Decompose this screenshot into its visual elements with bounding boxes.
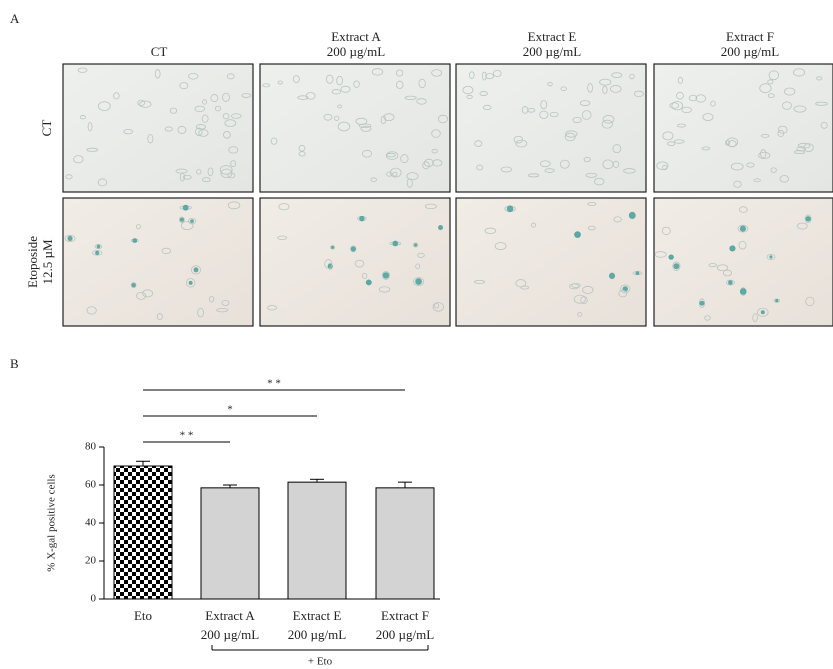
stained-cell — [574, 231, 581, 238]
significance-label: * * — [267, 378, 281, 390]
stained-cell — [415, 278, 422, 285]
row-label-group: Etoposide12.5 µM — [25, 236, 55, 288]
y-tick-label: 20 — [85, 555, 97, 567]
stained-cell — [351, 246, 356, 251]
stained-cell — [629, 212, 636, 219]
micrograph-bg — [260, 198, 450, 326]
stained-cell — [507, 206, 514, 213]
bar — [288, 482, 346, 599]
stained-cell — [132, 238, 137, 243]
stained-cell — [189, 281, 193, 285]
stained-cell — [194, 267, 199, 272]
stained-cell — [669, 255, 674, 260]
micrograph — [260, 64, 450, 192]
stained-cell — [761, 310, 765, 314]
x-tick-label: Extract E200 µg/mL — [288, 608, 346, 642]
y-tick-label: 40 — [85, 517, 97, 529]
micrograph-bg — [456, 198, 646, 326]
micrograph — [63, 198, 253, 326]
micrograph — [456, 64, 646, 192]
stained-cell — [383, 272, 389, 278]
y-axis-label: % X-gal positive cells — [46, 474, 58, 571]
row-label: Etoposide12.5 µM — [25, 236, 55, 288]
figure: A B CT Extract A200 µg/mL Extract E200 µg/… — [0, 0, 833, 669]
bar — [114, 466, 172, 599]
column-header: Extract E200 µg/mL — [523, 29, 581, 59]
panel-label: A — [10, 11, 20, 26]
micrograph-bg — [456, 64, 646, 192]
stained-cell — [729, 245, 735, 251]
stained-cell — [132, 283, 136, 287]
stained-cell — [95, 251, 99, 255]
bar — [201, 488, 259, 599]
y-tick-label: 60 — [85, 479, 97, 491]
micrograph-bg — [63, 64, 253, 192]
group-label: + Eto — [308, 656, 333, 668]
stained-cell — [769, 255, 772, 258]
row-label-group: CT — [39, 120, 54, 137]
micrograph-bg — [260, 64, 450, 192]
stained-cell — [438, 225, 443, 230]
y-tick-label: 80 — [85, 441, 97, 453]
stained-cell — [366, 280, 372, 286]
bar — [376, 488, 434, 599]
column-header: Extract A200 µg/mL — [327, 29, 385, 59]
x-tick-label: Extract F200 µg/mL — [376, 608, 434, 642]
x-tick-label: Extract A200 µg/mL — [201, 608, 259, 642]
column-header: CT — [151, 44, 168, 59]
stained-cell — [183, 205, 189, 211]
micrograph — [63, 64, 253, 192]
stained-cell — [392, 241, 398, 247]
y-tick-label: 0 — [91, 593, 97, 605]
stained-cell — [180, 218, 184, 222]
stained-cell — [331, 246, 334, 249]
stained-cell — [805, 216, 810, 221]
row-label: CT — [39, 120, 54, 137]
stained-cell — [609, 273, 615, 279]
micrograph — [654, 64, 833, 192]
stained-cell — [97, 245, 101, 249]
stained-cell — [190, 219, 194, 223]
stained-cell — [67, 236, 72, 241]
stained-cell — [775, 299, 778, 302]
micrograph — [456, 198, 646, 326]
x-tick-label: Eto — [134, 608, 152, 623]
stained-cell — [414, 243, 417, 246]
stained-cell — [359, 216, 364, 221]
micrograph — [654, 198, 833, 326]
stained-cell — [636, 271, 640, 275]
stained-cell — [699, 301, 704, 306]
stained-cell — [673, 263, 679, 269]
stained-cell — [740, 288, 747, 295]
micrograph — [260, 198, 450, 326]
significance-label: * * — [180, 430, 194, 442]
stained-cell — [728, 280, 733, 285]
panel-label: B — [10, 356, 19, 371]
significance-label: * — [227, 404, 233, 416]
y-label-group: % X-gal positive cells — [46, 474, 58, 571]
stained-cell — [740, 226, 746, 232]
